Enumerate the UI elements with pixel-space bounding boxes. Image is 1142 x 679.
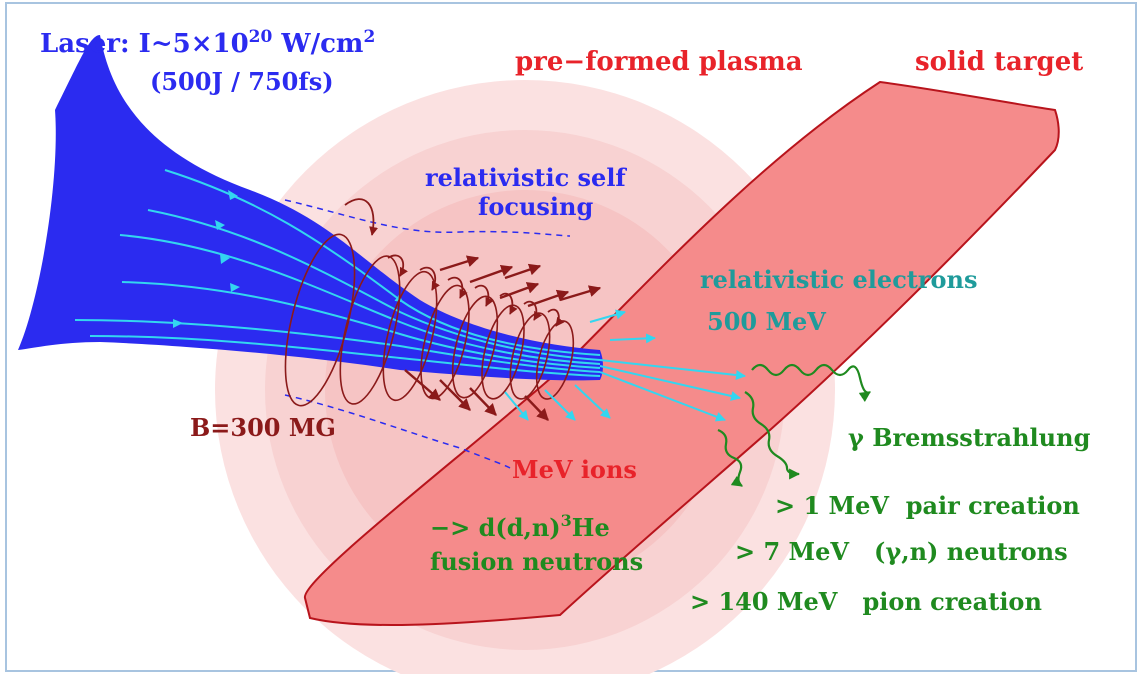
- b-field-label: B=300 MG: [190, 413, 336, 442]
- bremsstrahlung-label: γ Bremsstrahlung: [848, 423, 1091, 452]
- magnetic-field-loops: [284, 233, 575, 407]
- gamma-neutrons-label: > 7 MeV (γ,n) neutrons: [735, 537, 1068, 566]
- self-focusing-curls: [344, 198, 565, 327]
- laser-energy-label: (500J / 750fs): [150, 67, 334, 96]
- laser-field-lines: [74, 169, 601, 377]
- beam-envelope-dashed: [284, 199, 571, 469]
- self-focusing-label-2: focusing: [478, 192, 593, 221]
- pair-creation-label: > 1 MeV pair creation: [775, 491, 1080, 520]
- relativistic-electrons-label: relativistic electrons: [700, 265, 978, 294]
- pion-creation-label: > 140 MeV pion creation: [690, 587, 1042, 616]
- preformed-plasma-label: pre−formed plasma: [515, 47, 803, 77]
- mev-ions-label: MeV ions: [512, 455, 637, 484]
- solid-target-label: solid target: [915, 47, 1083, 77]
- electron-arrows: [504, 309, 746, 422]
- fusion-reaction-label: −> d(d,n)3He: [430, 511, 610, 542]
- laser-field-arrows: [173, 190, 240, 328]
- ion-arrows: [404, 255, 602, 421]
- laser-intensity-label: Laser: I~5×1020 W/cm2: [40, 27, 375, 59]
- gamma-wavy-arrows: [717, 363, 871, 487]
- electron-energy-label: 500 MeV: [707, 307, 826, 336]
- fusion-neutrons-label: fusion neutrons: [430, 547, 643, 576]
- laser-beam: [18, 35, 603, 381]
- self-focusing-label-1: relativistic self: [425, 163, 627, 192]
